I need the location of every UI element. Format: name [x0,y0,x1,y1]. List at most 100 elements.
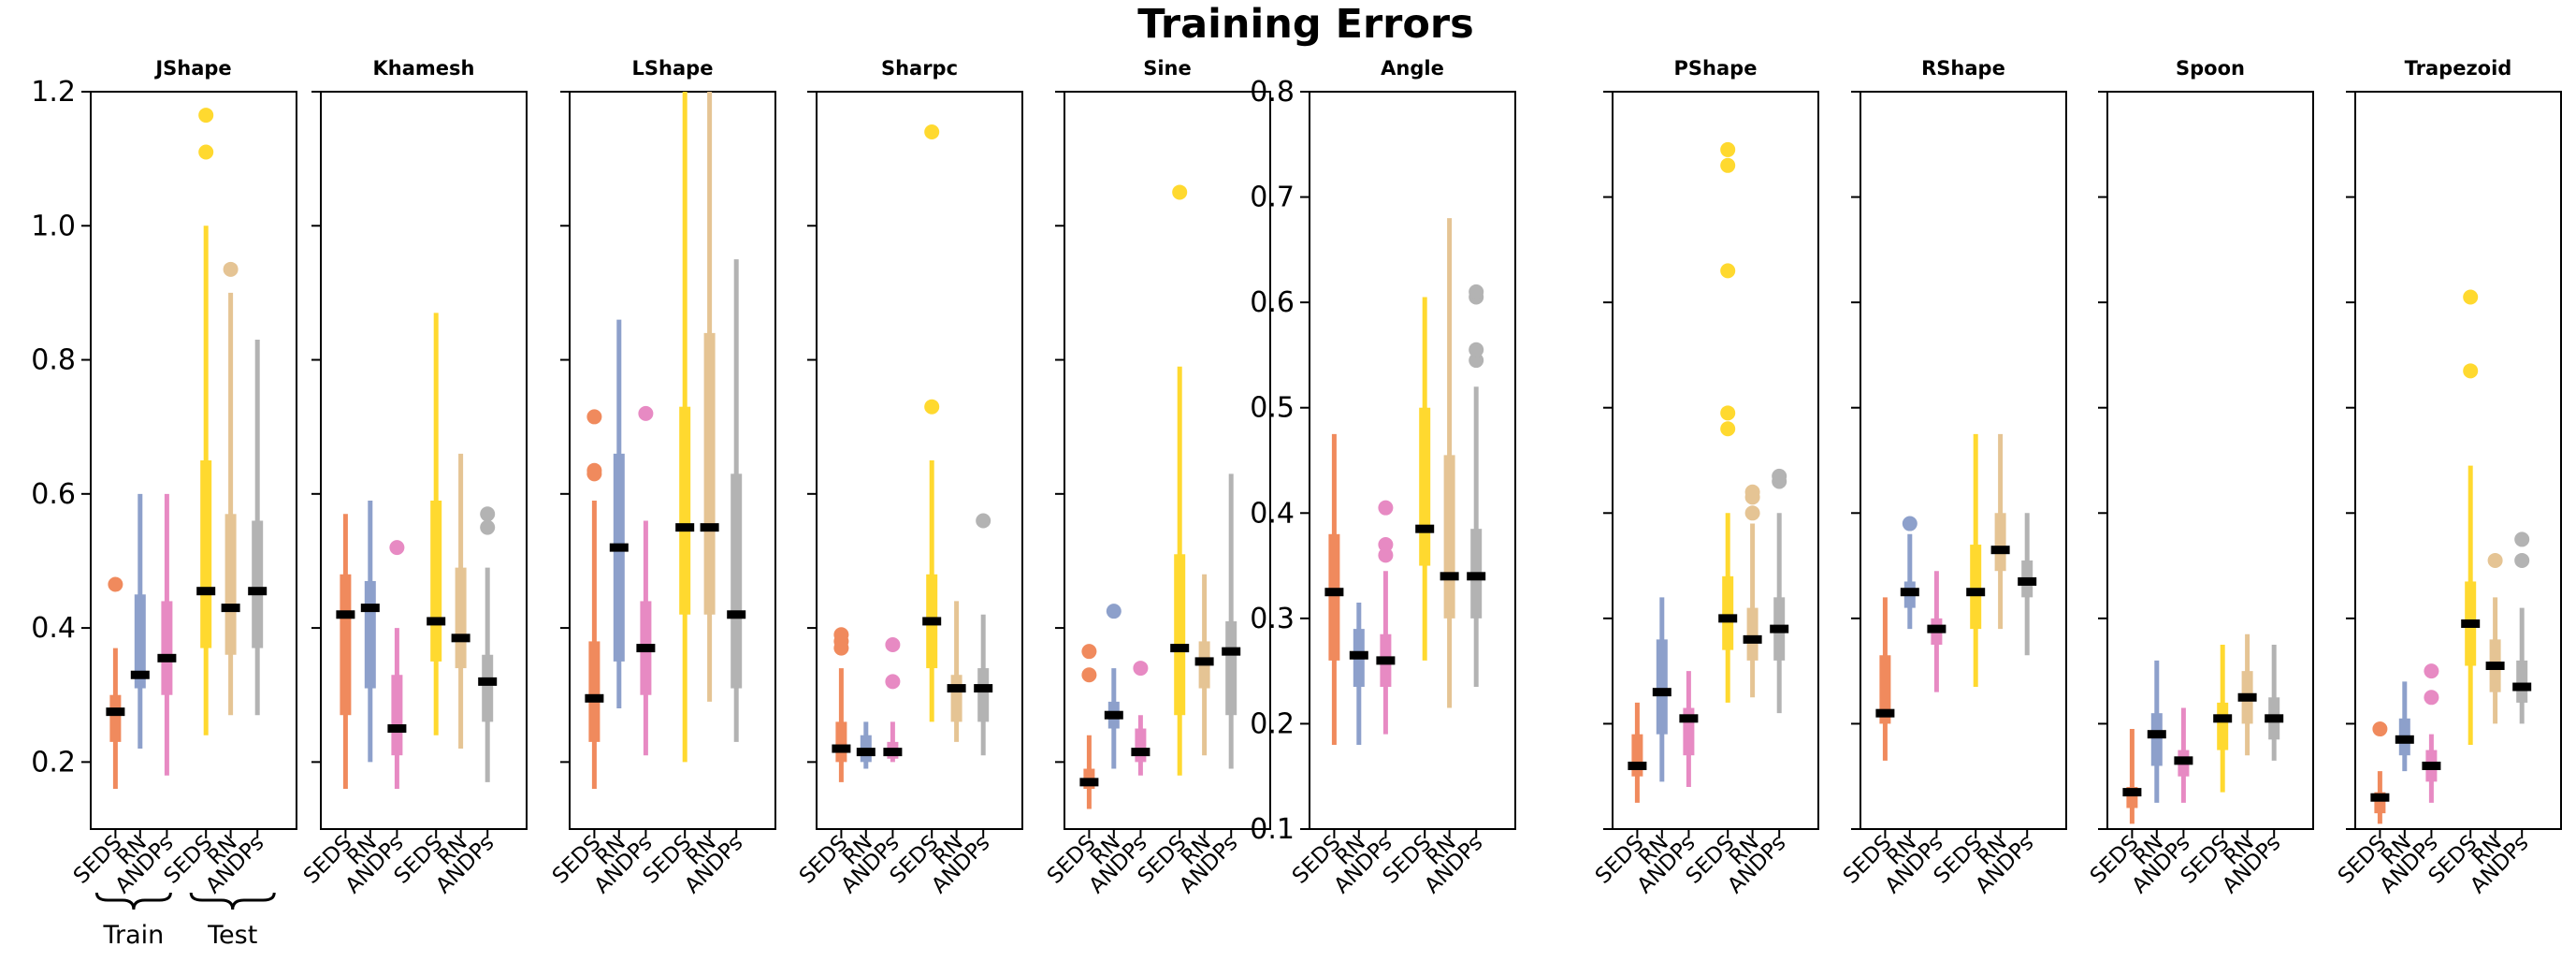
outlier-point [1720,157,1736,173]
iqr-box [1746,607,1758,661]
iqr-box [2150,713,2163,766]
box-seds-test [922,124,942,722]
x-tick-label: ANDPs [431,831,499,898]
box-seds-train [1079,644,1099,809]
x-tick-label: ANDPs [1420,831,1487,898]
axes-frame [1064,91,1271,830]
box-seds-test [196,108,216,735]
iqr-box [134,594,146,689]
median-bar [336,610,355,619]
panel-title: Sine [1143,57,1192,80]
median-bar [1131,748,1151,757]
iqr-box [950,675,962,722]
x-tick-label: ANDPs [680,831,747,898]
box-andps-test [1467,284,1486,688]
median-bar [1990,546,2010,555]
outlier-point [2487,552,2503,568]
outlier-point [198,108,214,124]
outlier-point [108,576,123,592]
y-tick-label: 0.7 [1250,182,1295,214]
median-bar [832,744,851,753]
box-rn-train [609,319,629,709]
y-tick-label: 0.6 [31,478,76,511]
median-bar [1440,572,1459,581]
median-bar [585,693,604,703]
panel-title: RShape [1921,57,2005,80]
outlier-point [2463,363,2479,379]
outlier-point [389,540,405,556]
box-rn-train [2147,660,2166,803]
median-bar [856,748,876,757]
median-bar [1679,714,1699,723]
x-tick-label: ANDPs [201,831,268,898]
panel-title: Spoon [2176,57,2245,80]
outlier-point [1744,484,1760,500]
y-tick-label: 1.0 [31,210,76,242]
iqr-box [2516,660,2528,703]
box-seds-test [1966,433,1986,688]
median-bar [2485,662,2505,671]
median-bar [2147,730,2166,739]
iqr-box [482,654,494,722]
box-seds-test [427,313,446,735]
median-bar [1376,656,1396,665]
box-andps-test [2512,531,2532,724]
outlier-point [2372,721,2388,737]
median-bar [1966,588,1986,597]
median-bar [974,684,993,693]
y-tick-label: 0.2 [31,746,76,779]
iqr-box [613,453,625,662]
median-bar [609,543,629,552]
outlier-point [1744,505,1760,521]
box-andps-train [387,540,407,790]
iqr-box [1970,545,1982,630]
iqr-box [703,332,716,615]
median-bar [196,587,216,596]
x-tick-label: ANDPs [1175,831,1242,898]
panel-title: LShape [632,57,714,80]
x-tick-label: ANDPs [1723,831,1790,898]
outlier-point [2424,663,2439,679]
median-bar [1104,710,1123,720]
outlier-point [1469,353,1484,369]
box-andps-test [1770,468,1789,714]
iqr-box [364,580,376,689]
median-bar [2122,788,2142,797]
box-rn-train [130,493,150,750]
box-andps-train [636,405,656,756]
iqr-box [977,668,990,722]
axes-frame [816,91,1023,830]
y-tick-label: 1.2 [31,76,76,109]
outlier-point [1378,547,1394,563]
panels: JShape0.20.40.60.81.01.2SEDSRNANDPsSEDSR… [31,57,2562,898]
iqr-box [224,514,237,655]
box-rn-test [2485,552,2505,724]
box-seds-test [2213,645,2233,793]
median-bar [2018,576,2037,586]
median-bar [451,633,470,643]
median-bar [2422,761,2441,770]
box-rn-test [700,92,719,702]
panel-title: Trapezoid [2405,57,2512,80]
iqr-box [1443,455,1455,619]
outlier-point [2463,289,2479,305]
iqr-box [1656,639,1668,735]
outlier-point [638,405,654,421]
box-andps-test [248,340,268,716]
outlier-point [885,637,901,652]
outlier-point [1133,661,1149,677]
outlier-point [1720,421,1736,437]
box-andps-test [478,506,498,782]
box-rn-test [1990,433,2010,630]
median-bar [883,748,903,757]
iqr-box [835,721,847,763]
median-bar [1467,572,1486,581]
median-bar [1222,647,1241,656]
median-bar [427,617,446,626]
outlier-point [1081,667,1097,683]
median-bar [2213,714,2233,723]
